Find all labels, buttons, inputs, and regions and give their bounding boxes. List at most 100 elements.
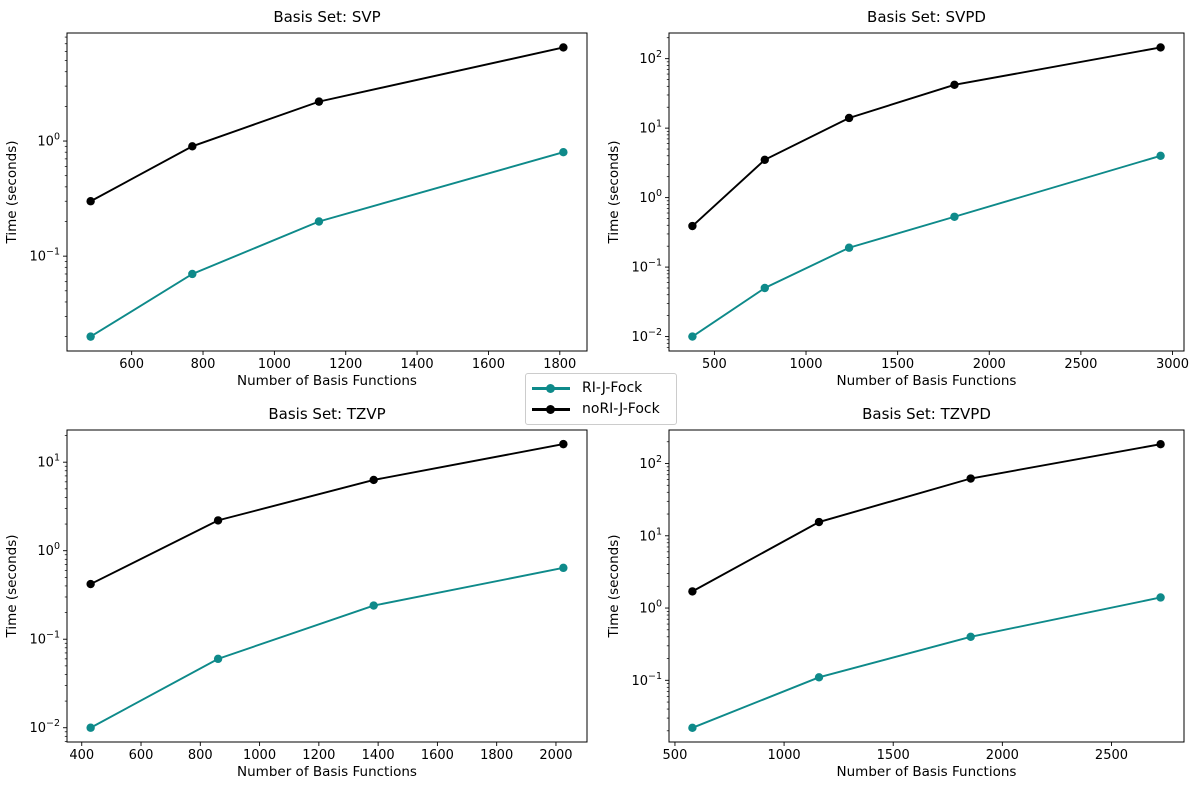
x-tick-label: 500: [663, 748, 688, 763]
y-tick-label: 10−1: [631, 258, 662, 276]
subplot-title: Basis Set: SVP: [273, 8, 380, 26]
x-axis-label: Number of Basis Functions: [237, 373, 417, 389]
y-tick-label: 10−1: [631, 671, 662, 689]
subplot-title: Basis Set: TZVPD: [862, 405, 991, 423]
data-point-noRI-J-Fock: [966, 474, 975, 483]
data-point-noRI-J-Fock: [844, 113, 854, 123]
data-point-noRI-J-Fock: [688, 221, 697, 231]
y-tick-label: 101: [639, 119, 662, 137]
legend-item-ri-j-fock: RI-J-Fock: [532, 378, 668, 399]
data-point-noRI-J-Fock: [86, 579, 95, 589]
y-tick-label: 101: [639, 526, 662, 544]
subplot-title: Basis Set: TZVP: [268, 405, 385, 423]
subplot-basis-set-tzvp: 400 600 800 1000 1200 1400 1600 1800 2000 10−2 10−…: [4, 405, 588, 780]
x-tick-label: 1000: [768, 748, 801, 763]
x-tick-label: 1000: [243, 748, 276, 763]
data-point-noRI-J-Fock: [314, 97, 324, 106]
x-tick-label: 1400: [401, 357, 434, 372]
subplot-title: Basis Set: SVPD: [867, 8, 986, 26]
y-tick-label: 100: [639, 599, 662, 617]
y-tick-label: 10−1: [29, 247, 60, 265]
data-point-RI-J-Fock: [966, 632, 975, 641]
series-line-noRI-J-Fock: [89, 443, 565, 586]
data-point-RI-J-Fock: [188, 269, 197, 279]
data-point-RI-J-Fock: [1156, 593, 1165, 602]
x-tick-label: 1600: [421, 748, 454, 763]
subplot-basis-set-svpd: 500 1000 1500 2000 2500 3000 10−2 10−1 100 101 102…: [606, 8, 1189, 389]
data-point-noRI-J-Fock: [188, 142, 197, 151]
y-tick-label: 102: [639, 49, 662, 67]
x-tick-label: 2000: [539, 748, 572, 763]
x-tick-label: 600: [129, 748, 154, 763]
y-axis-label: Time (seconds): [4, 534, 20, 638]
axes-spines: [66, 429, 588, 743]
x-tick-label: 2000: [986, 748, 1019, 763]
y-tick-label: 10−2: [631, 327, 662, 345]
x-tick-label: 1800: [543, 357, 576, 372]
x-tick-label: 800: [191, 357, 216, 372]
series-line-RI-J-Fock: [89, 151, 565, 338]
axes-spines: [66, 32, 588, 352]
legend-label: noRI-J-Fock: [582, 401, 660, 417]
data-point-noRI-J-Fock: [559, 43, 568, 52]
x-tick-label: 1500: [877, 748, 910, 763]
axes-spines: [668, 429, 1185, 743]
data-point-RI-J-Fock: [760, 283, 769, 293]
y-tick-label: 10−2: [29, 718, 60, 736]
data-point-RI-J-Fock: [369, 601, 378, 610]
legend-marker-dot: [546, 384, 555, 393]
series-line-noRI-J-Fock: [89, 46, 565, 203]
data-point-noRI-J-Fock: [1156, 440, 1165, 449]
y-tick-label: 10−1: [29, 630, 60, 648]
x-tick-label: 400: [69, 748, 94, 763]
legend-line-marker-swatch: [532, 382, 570, 396]
series-line-RI-J-Fock: [691, 596, 1162, 729]
y-tick-label: 100: [37, 132, 60, 150]
data-point-RI-J-Fock: [950, 212, 959, 221]
series-line-noRI-J-Fock: [691, 46, 1162, 227]
y-tick-label: 101: [37, 453, 60, 471]
y-axis-label: Time (seconds): [4, 140, 20, 244]
data-point-noRI-J-Fock: [688, 587, 697, 596]
x-tick-label: 800: [188, 748, 213, 763]
y-tick-label: 100: [37, 541, 60, 559]
legend: RI-J-Fock noRI-J-Fock: [525, 373, 677, 425]
legend-line-marker-swatch: [532, 403, 570, 417]
x-axis-label: Number of Basis Functions: [237, 764, 417, 780]
y-tick-label: 102: [639, 454, 662, 472]
data-point-RI-J-Fock: [814, 673, 824, 682]
data-point-noRI-J-Fock: [559, 439, 568, 449]
data-point-noRI-J-Fock: [213, 516, 223, 525]
data-point-RI-J-Fock: [844, 243, 854, 252]
subplot-basis-set-svp: 600 800 1000 1200 1400 1600 1800 10−1 100 Basis S…: [4, 8, 588, 389]
data-point-noRI-J-Fock: [814, 517, 824, 527]
data-point-RI-J-Fock: [559, 147, 568, 157]
x-tick-label: 600: [119, 357, 144, 372]
y-axis-label: Time (seconds): [606, 534, 622, 638]
data-point-RI-J-Fock: [314, 217, 324, 226]
x-tick-label: 1400: [362, 748, 395, 763]
data-point-RI-J-Fock: [1156, 151, 1165, 160]
data-point-RI-J-Fock: [688, 723, 697, 733]
data-point-RI-J-Fock: [86, 332, 95, 341]
x-tick-label: 2000: [973, 357, 1006, 372]
y-tick-label: 100: [639, 188, 662, 206]
x-tick-label: 2500: [1095, 748, 1128, 763]
x-tick-label: 1200: [329, 357, 362, 372]
data-point-noRI-J-Fock: [950, 80, 959, 90]
x-axis-label: Number of Basis Functions: [837, 764, 1017, 780]
x-axis-label: Number of Basis Functions: [837, 373, 1017, 389]
x-tick-label: 500: [702, 357, 727, 372]
legend-item-nori-j-fock: noRI-J-Fock: [532, 399, 668, 420]
series-line-RI-J-Fock: [691, 154, 1162, 338]
data-point-noRI-J-Fock: [369, 475, 378, 485]
series-line-noRI-J-Fock: [691, 443, 1162, 593]
data-point-noRI-J-Fock: [1156, 43, 1165, 52]
legend-label: RI-J-Fock: [582, 380, 643, 396]
x-tick-label: 1000: [258, 357, 291, 372]
data-point-noRI-J-Fock: [86, 197, 95, 206]
x-tick-label: 1000: [789, 357, 822, 372]
series-line-RI-J-Fock: [89, 566, 565, 729]
x-tick-label: 3000: [1156, 357, 1189, 372]
